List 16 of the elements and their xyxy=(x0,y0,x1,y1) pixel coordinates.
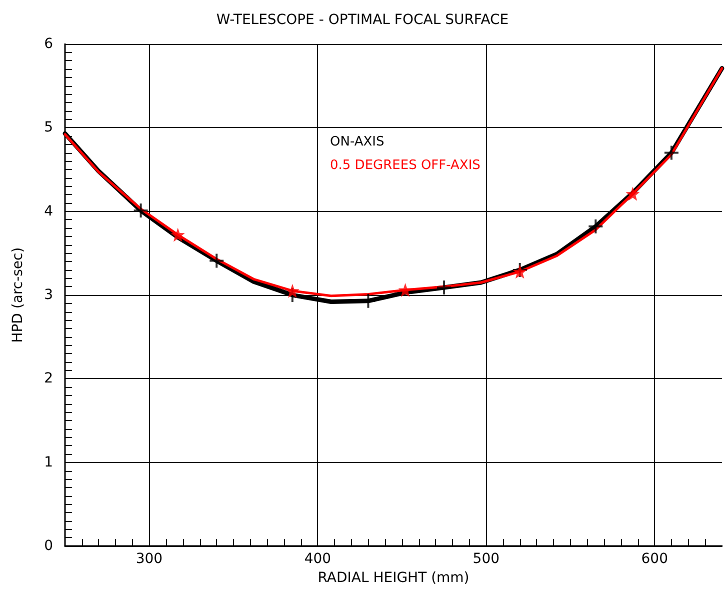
text: 0.5 DEGREES OFF-AXIS xyxy=(330,158,480,173)
chart-title: W-TELESCOPE - OPTIMAL FOCAL SURFACE xyxy=(216,12,509,28)
y-tick-label: 5 xyxy=(44,120,53,136)
x-tick-label: 300 xyxy=(136,551,163,568)
y-tick-label: 0 xyxy=(44,538,53,554)
y-tick-label: 6 xyxy=(44,36,54,52)
y-tick-label: 4 xyxy=(44,203,54,220)
text: ON-AXIS xyxy=(330,134,384,150)
y-axis-title: HPD (arc-sec) xyxy=(10,247,26,343)
x-axis-title: RADIAL HEIGHT (mm) xyxy=(318,570,470,586)
y-tick-label: 2 xyxy=(44,370,53,387)
y-tick-label: 1 xyxy=(44,454,53,470)
x-tick-label: 600 xyxy=(641,551,668,568)
x-tick-label: 500 xyxy=(472,551,500,568)
y-tick-label: 3 xyxy=(44,287,53,304)
x-tick-label: 400 xyxy=(304,551,332,568)
